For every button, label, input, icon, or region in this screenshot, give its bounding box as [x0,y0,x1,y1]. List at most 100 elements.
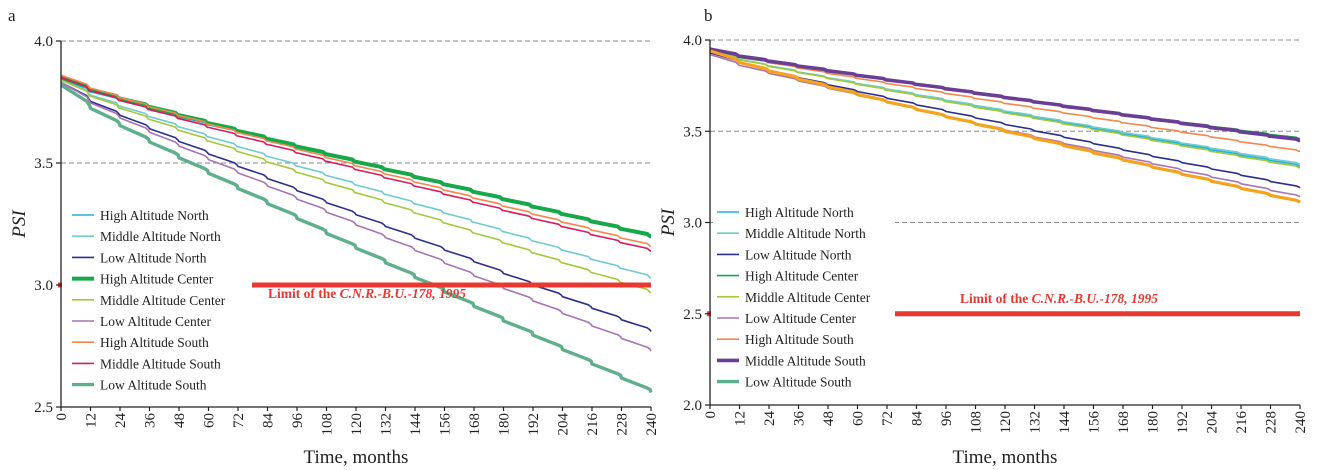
x-tick-label: 120 [998,411,1014,434]
legend-entry: High Altitude North [100,208,209,223]
legend-entry: Middle Altitude Center [100,293,226,308]
legend-entry: High Altitude South [745,332,854,347]
x-tick-label: 144 [408,413,424,436]
x-tick-label: 192 [1175,411,1191,434]
limit-label: Limit of the C.N.R.-B.U.-178, 1995 [268,286,466,301]
y-tick-label: 2.5 [683,307,702,323]
series-line [60,83,653,393]
x-tick-label: 240 [644,413,660,436]
x-tick-label: 204 [556,413,572,436]
x-tick-label: 192 [526,413,542,436]
x-tick-label: 84 [261,413,277,429]
x-axis-title: Time, months [953,447,1058,468]
x-tick-label: 12 [733,411,749,426]
series-line [709,49,1302,204]
x-tick-label: 216 [1234,411,1250,434]
x-tick-label: 108 [969,411,985,434]
legend-background [68,207,250,404]
x-tick-label: 0 [703,411,719,419]
x-tick-label: 0 [54,413,70,421]
y-tick-label: 3.5 [683,124,702,140]
x-tick-label: 72 [231,413,247,428]
series-line [60,76,651,252]
legend-entry: Low Altitude North [745,247,852,262]
x-tick-label: 48 [821,411,837,426]
series-line [709,50,1300,140]
legend-entry: Middle Altitude North [100,229,221,244]
series-line [60,79,651,294]
x-tick-label: 180 [1146,411,1162,434]
legend-entry: High Altitude Center [100,272,214,287]
x-tick-label: 12 [84,413,100,428]
x-tick-label: 120 [349,413,365,436]
y-axis-title: PSI [658,207,679,237]
legend-entry: Low Altitude North [100,250,207,265]
x-tick-label: 60 [202,413,218,428]
y-tick-label: 2.0 [683,398,702,414]
legend-entry: Low Altitude South [100,378,207,393]
legend-entry: Middle Altitude South [745,353,866,368]
x-tick-label: 216 [585,413,601,436]
panel-label: a [8,6,16,25]
x-tick-label: 36 [792,411,808,427]
x-tick-label: 180 [497,413,513,436]
x-tick-label: 60 [851,411,867,426]
legend-entry: High Altitude North [745,205,854,220]
legend-entry: Middle Altitude South [100,356,221,371]
panel-a: a Limit of the C.N.R.-B.U.-178, 1995 2.5 3.… [8,6,660,468]
y-axis-title: PSI [9,209,30,239]
limit-label-reference: C.N.R.-B.U.-178, 1995 [340,286,467,301]
x-tick-label: 96 [290,413,306,429]
limit-label-reference: C.N.R.-B.U.-178, 1995 [1032,291,1159,306]
x-tick-label: 24 [762,411,778,427]
y-tick-label: 4.0 [34,34,53,50]
x-tick-label: 156 [1087,411,1103,434]
series-line [709,52,1301,189]
x-tick-label: 240 [1293,411,1309,434]
x-tick-label: 96 [939,411,955,427]
limit-label-prefix: Limit of the [268,286,340,301]
legend-entry: Low Altitude Center [745,311,856,326]
x-tick-label: 48 [172,413,188,428]
legend-entry: Middle Altitude Center [745,290,871,305]
series-line [709,50,1300,169]
x-tick-label: 72 [880,411,896,426]
x-tick-label: 108 [320,413,336,436]
legend-entry: Middle Altitude North [745,226,866,241]
x-tick-label: 228 [615,413,631,436]
series-line [709,47,1301,143]
limit-label: Limit of the C.N.R.-B.U.-178, 1995 [960,291,1158,306]
x-tick-label: 168 [467,413,483,436]
x-tick-label: 144 [1057,411,1073,434]
series-line [60,74,651,247]
y-tick-label: 2.5 [34,400,53,416]
legend-background [713,204,895,401]
x-tick-label: 156 [438,413,454,436]
x-axis-title: Time, months [304,447,409,468]
y-tick-label: 3.5 [34,156,53,172]
series-line [709,48,1300,153]
x-tick-label: 132 [379,413,395,436]
x-tick-label: 204 [1205,411,1221,434]
x-tick-label: 36 [143,413,159,429]
legend-entry: High Altitude South [100,335,209,350]
panel-label: b [704,6,713,25]
legend-entry: Low Altitude South [745,375,852,390]
x-tick-label: 84 [910,411,926,427]
x-tick-label: 168 [1116,411,1132,434]
limit-label-prefix: Limit of the [960,291,1032,306]
x-tick-label: 228 [1264,411,1280,434]
series-line [60,81,652,352]
y-tick-label: 3.0 [683,216,702,232]
y-tick-label: 3.0 [34,278,53,294]
x-tick-label: 24 [113,413,129,429]
legend-entry: High Altitude Center [745,269,859,284]
panel-b: b Limit of the C.N.R.-B.U.-178, 1995 2.0 2.… [658,6,1309,468]
legend-entry: Low Altitude Center [100,314,211,329]
series-line [60,81,652,332]
x-tick-label: 132 [1028,411,1044,434]
series-line [60,79,651,279]
y-tick-label: 4.0 [683,33,702,49]
